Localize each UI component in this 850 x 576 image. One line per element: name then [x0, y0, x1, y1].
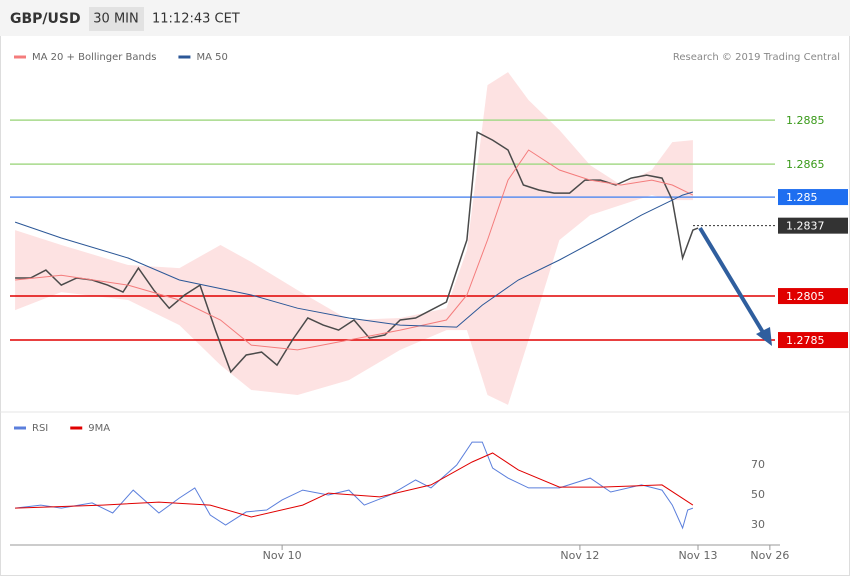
credit: Research © 2019 Trading Central: [673, 52, 840, 63]
level-label-box: [778, 288, 848, 305]
level-label-box: [778, 332, 848, 349]
y-tick-label: 70: [751, 458, 765, 471]
level-label: 1.2837: [786, 220, 825, 233]
level-label-box: [778, 189, 848, 206]
legend-label: 9MA: [88, 423, 110, 434]
level-label: 1.2885: [786, 114, 825, 127]
x-tick-label: Nov 12: [560, 549, 599, 562]
series-line: [15, 452, 694, 518]
price-line: [15, 131, 699, 374]
legend-label: MA 20 + Bollinger Bands: [32, 52, 156, 63]
series-line: [14, 191, 694, 328]
level-label: 1.2805: [786, 290, 825, 303]
timeframe-box: [89, 7, 144, 31]
arrow: [698, 226, 772, 346]
level-label: 1.2865: [786, 158, 825, 171]
level-label: 1.285: [786, 191, 818, 204]
legend-label: MA 50: [196, 52, 227, 63]
series-line: [15, 149, 694, 351]
timeframe: 30 MIN: [93, 12, 138, 27]
x-tick-label: Nov 10: [263, 549, 302, 562]
legend-label: RSI: [32, 423, 48, 434]
x-tick-label: Nov 26: [750, 549, 789, 562]
symbol: GBP/USD: [10, 11, 81, 27]
level-label-box: [778, 217, 848, 234]
y-tick-label: 50: [751, 488, 765, 501]
level-label-box: [778, 112, 848, 129]
y-tick-label: 30: [751, 518, 765, 531]
series-line: [15, 441, 694, 530]
x-tick-label: Nov 13: [679, 549, 718, 562]
level-label-box: [778, 156, 848, 173]
level-label: 1.2785: [786, 334, 825, 347]
bollinger-band: [15, 72, 693, 405]
time: 11:12:43 CET: [152, 12, 240, 27]
